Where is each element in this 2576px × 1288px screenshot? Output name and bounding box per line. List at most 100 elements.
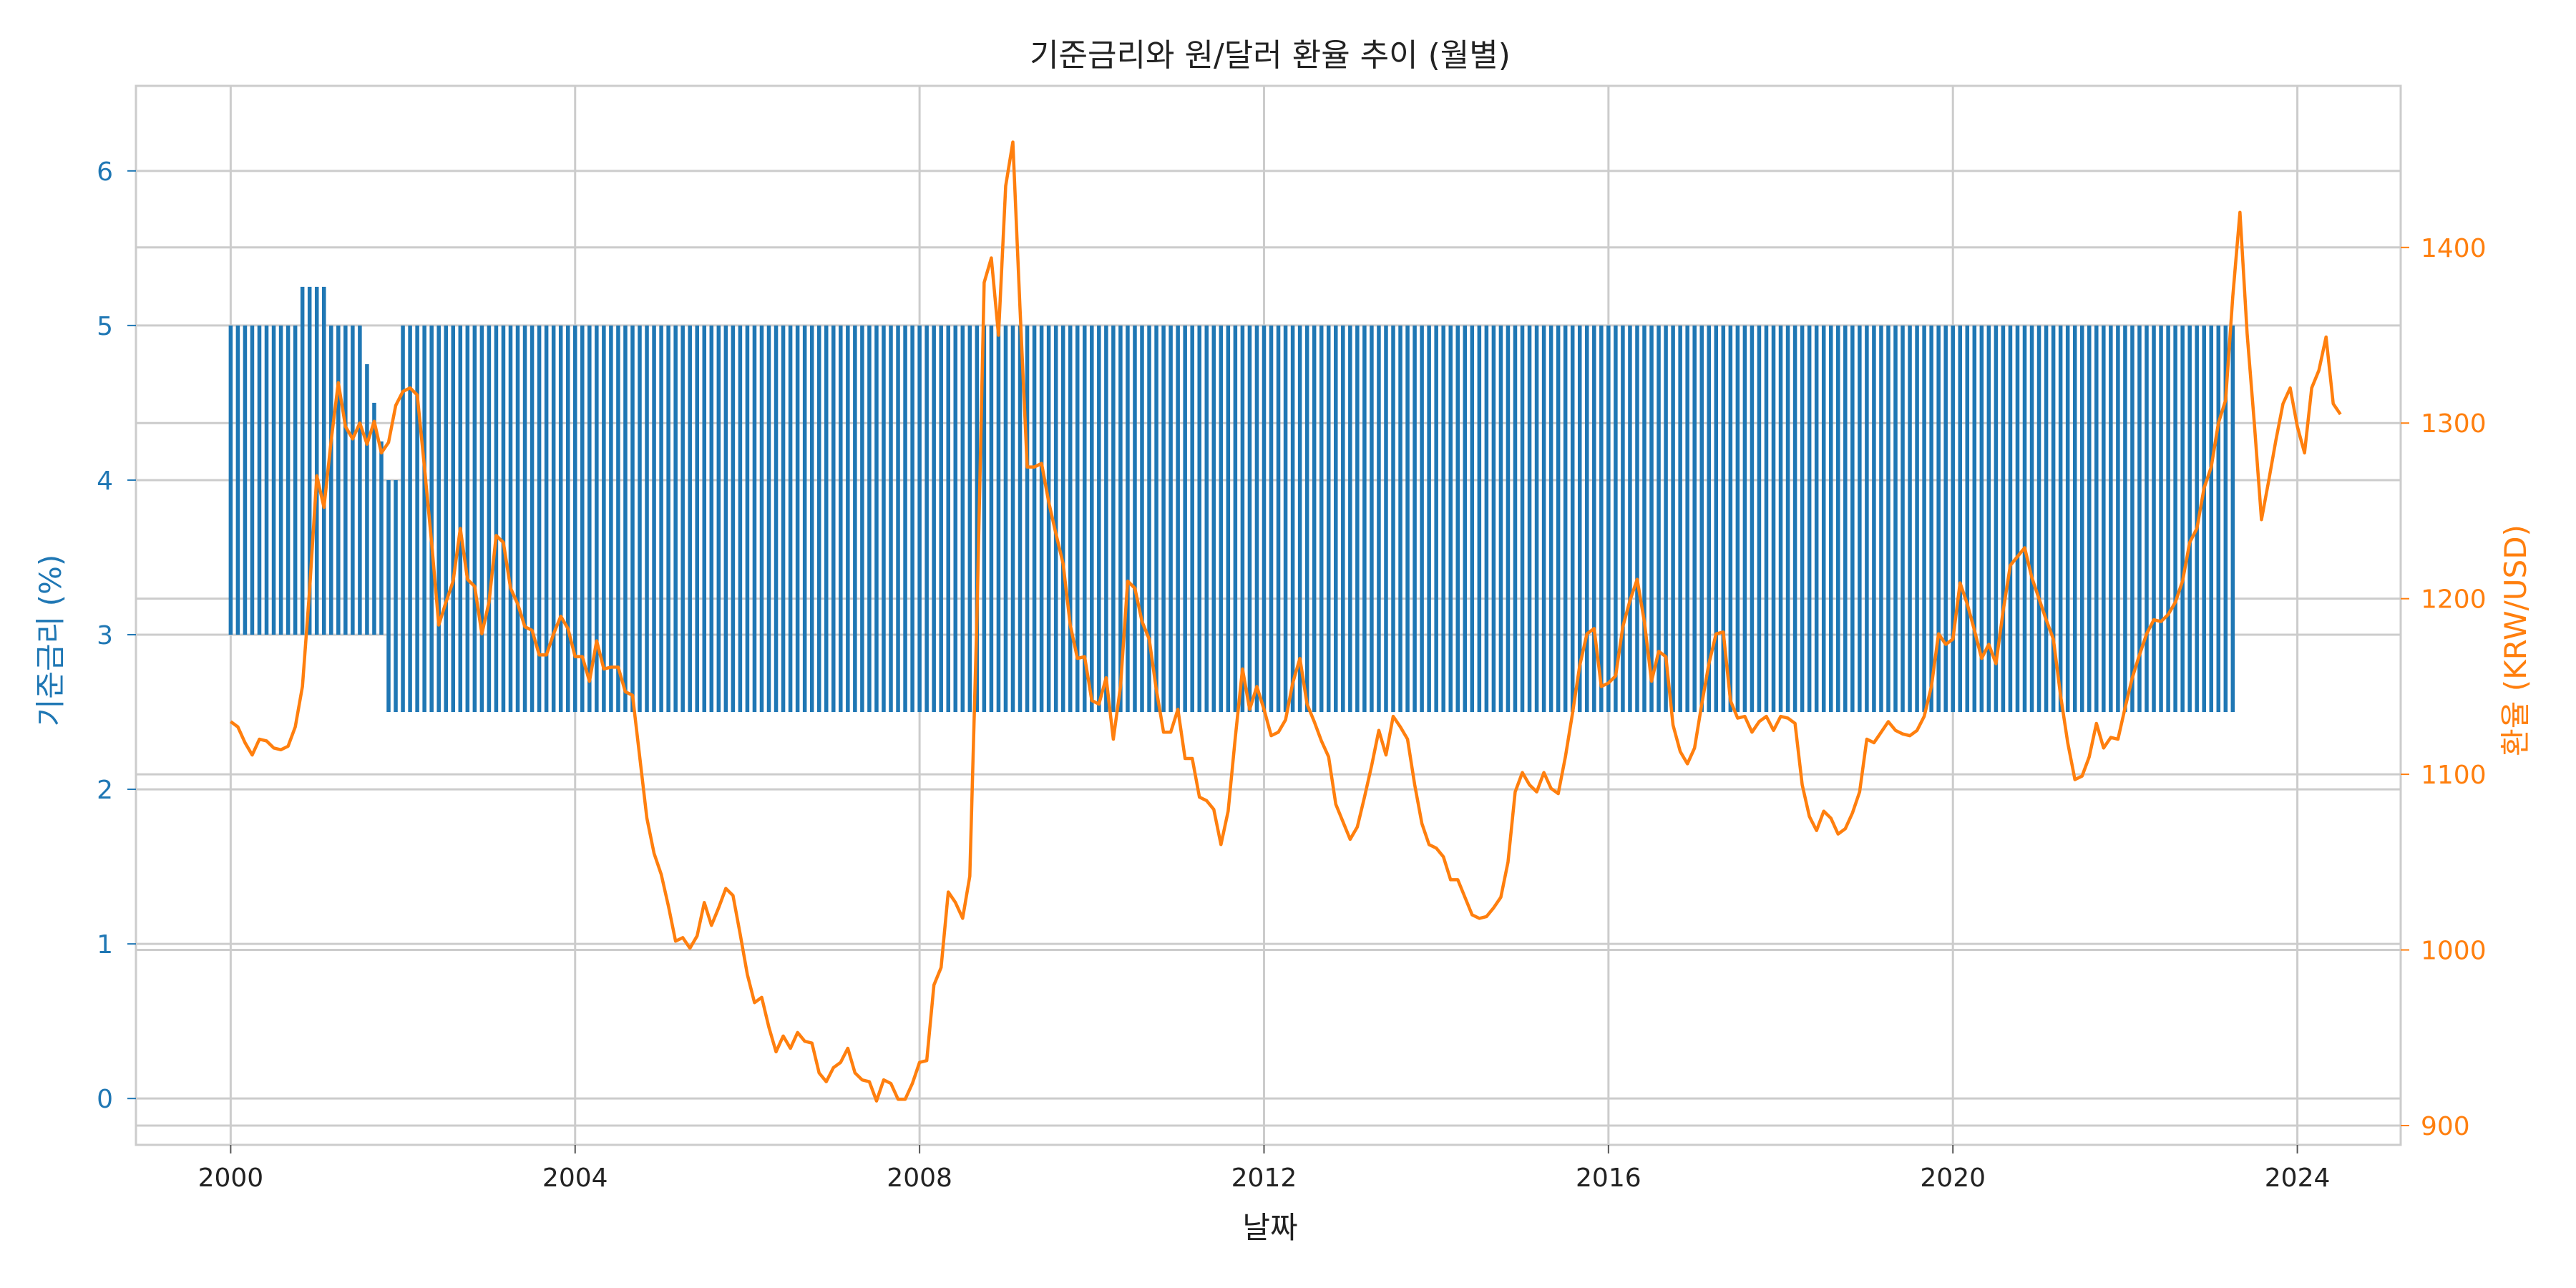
interest-rate-bar <box>1972 325 1977 713</box>
interest-rate-bar <box>351 325 355 635</box>
y-left-tick-label: 6 <box>97 157 113 187</box>
interest-rate-bar <box>587 325 592 713</box>
y-left-tick-label: 4 <box>97 467 113 496</box>
interest-rate-bar <box>953 325 958 713</box>
interest-rate-bar <box>1140 325 1144 713</box>
interest-rate-bar <box>1484 325 1489 713</box>
interest-rate-bar <box>1850 325 1855 713</box>
interest-rate-bar <box>1635 325 1639 713</box>
interest-rate-bar <box>903 325 907 713</box>
interest-rate-bar <box>479 325 484 713</box>
interest-rate-bar <box>314 286 319 635</box>
interest-rate-bar <box>1520 325 1525 713</box>
interest-rate-bar <box>1527 325 1532 713</box>
interest-rate-bar <box>1211 325 1216 713</box>
interest-rate-bar <box>1341 325 1345 713</box>
interest-rate-bar <box>1355 325 1360 713</box>
interest-rate-bar <box>1219 325 1224 713</box>
interest-rate-bar <box>1405 325 1410 713</box>
interest-rate-bar <box>394 479 398 713</box>
interest-rate-bar <box>1254 325 1259 713</box>
interest-rate-bar <box>1513 325 1518 713</box>
interest-rate-bar <box>982 325 987 713</box>
interest-rate-bar <box>1735 325 1740 713</box>
interest-rate-bar <box>250 325 255 635</box>
y-right-tick-label: 1300 <box>2421 409 2487 439</box>
interest-rate-bar <box>1929 325 1933 713</box>
x-tick-label: 2020 <box>1920 1163 1986 1193</box>
interest-rate-bar <box>975 325 980 713</box>
interest-rate-bar <box>1133 325 1137 713</box>
interest-rate-bar <box>415 325 419 713</box>
interest-rate-bar <box>645 325 649 713</box>
interest-rate-bar <box>1556 325 1561 713</box>
interest-rate-bar <box>293 325 298 635</box>
interest-rate-bar <box>1104 325 1108 713</box>
interest-rate-bar <box>1657 325 1661 713</box>
interest-rate-bar <box>1642 325 1646 713</box>
y-left-tick-label: 2 <box>97 776 113 805</box>
interest-rate-bar <box>1958 325 1963 713</box>
interest-rate-bar <box>1628 325 1632 713</box>
interest-rate-bar <box>422 325 426 713</box>
interest-rate-bar <box>501 325 506 713</box>
interest-rate-bar <box>1843 325 1848 713</box>
interest-rate-bar <box>882 325 886 713</box>
interest-rate-bar <box>2202 325 2206 713</box>
interest-rate-bar <box>1183 325 1187 713</box>
interest-rate-bar <box>1785 325 1790 713</box>
interest-rate-bar <box>1441 325 1445 713</box>
interest-rate-bar <box>515 325 520 713</box>
interest-rate-bar <box>235 325 240 635</box>
interest-rate-bar <box>1247 325 1252 713</box>
interest-rate-bar <box>1147 325 1151 713</box>
interest-rate-bar <box>1792 325 1797 713</box>
interest-rate-bar <box>2195 325 2199 713</box>
interest-rate-bar <box>1276 325 1281 713</box>
interest-rate-bar <box>1828 325 1833 713</box>
interest-rate-bar <box>1771 325 1776 713</box>
interest-rate-bar <box>1836 325 1840 713</box>
interest-rate-bar <box>846 325 850 713</box>
interest-rate-bar <box>1290 325 1295 713</box>
interest-rate-bar <box>731 325 736 713</box>
interest-rate-bar <box>1197 325 1201 713</box>
interest-rate-bar <box>1506 325 1511 713</box>
interest-rate-bar <box>1003 325 1008 713</box>
chart-title: 기준금리와 원/달러 환율 추이 (월별) <box>1030 37 1511 74</box>
interest-rate-bar <box>1714 325 1719 713</box>
interest-rate-bar <box>1118 325 1123 713</box>
interest-rate-bar <box>2022 325 2027 713</box>
interest-rate-bar <box>1068 325 1073 713</box>
interest-rate-bar <box>2209 325 2214 713</box>
interest-rate-bar <box>716 325 721 713</box>
interest-rate-bar <box>1707 325 1712 713</box>
y-axis-right-label: 환율 (KRW/USD) <box>2498 525 2533 756</box>
interest-rate-bar <box>1470 325 1475 713</box>
interest-rate-bar <box>572 325 577 713</box>
interest-rate-bar <box>343 325 348 635</box>
interest-rate-bar <box>436 325 441 713</box>
interest-rate-bar <box>1233 325 1238 713</box>
interest-rate-bar <box>1671 325 1675 713</box>
y-left-tick-label: 1 <box>97 930 113 960</box>
interest-rate-bar <box>522 325 527 713</box>
interest-rate-bar <box>1398 325 1402 713</box>
interest-rate-bar <box>652 325 656 713</box>
interest-rate-bar <box>1060 325 1065 713</box>
interest-rate-bar <box>1391 325 1395 713</box>
interest-rate-bar <box>2094 325 2099 713</box>
interest-rate-bar <box>1154 325 1158 713</box>
interest-rate-bar <box>1750 325 1755 713</box>
interest-rate-bar <box>580 325 585 713</box>
interest-rate-bar <box>243 325 248 635</box>
interest-rate-bar <box>2159 325 2163 713</box>
x-tick-label: 2012 <box>1231 1163 1297 1193</box>
interest-rate-bar <box>465 325 470 713</box>
interest-rate-bar <box>1312 325 1317 713</box>
interest-rate-bar <box>2137 325 2142 713</box>
interest-rate-bar <box>1534 325 1539 713</box>
interest-rate-bar <box>358 325 362 635</box>
interest-rate-bar <box>2065 325 2070 713</box>
interest-rate-bar <box>989 325 994 713</box>
